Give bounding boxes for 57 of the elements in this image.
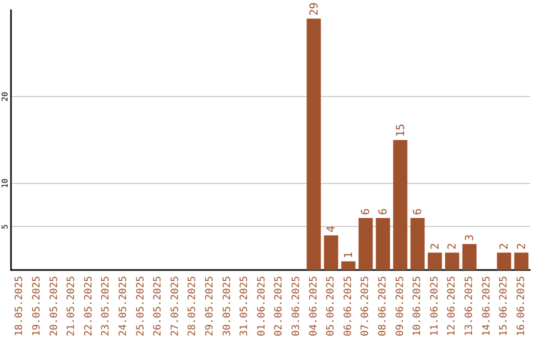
data-label: 6 bbox=[359, 208, 372, 215]
x-tick-label: 05.06.2025 bbox=[326, 276, 337, 336]
x-tick-label: 11.06.2025 bbox=[429, 276, 440, 336]
x-tick-label: 30.05.2025 bbox=[222, 276, 233, 336]
data-label: 1 bbox=[342, 252, 355, 258]
bar bbox=[306, 18, 321, 270]
bar bbox=[445, 252, 460, 270]
bar bbox=[410, 218, 425, 270]
bar bbox=[428, 252, 442, 270]
x-tick-label: 07.06.2025 bbox=[360, 276, 372, 336]
x-tick-label: 16.06.2025 bbox=[516, 276, 527, 336]
x-tick-label: 12.06.2025 bbox=[446, 276, 458, 336]
x-tick-label: 28.05.2025 bbox=[187, 276, 198, 336]
x-tick-label: 02.06.2025 bbox=[274, 276, 285, 336]
x-tick-label: 13.06.2025 bbox=[464, 276, 475, 336]
x-tick-label: 21.05.2025 bbox=[66, 276, 78, 336]
x-tick-label: 23.05.2025 bbox=[100, 276, 112, 336]
bar bbox=[393, 140, 408, 270]
data-label: 2 bbox=[514, 243, 528, 250]
bar bbox=[341, 261, 356, 270]
x-tick-label: 10.06.2025 bbox=[412, 276, 424, 336]
x-tick-label: 26.05.2025 bbox=[152, 276, 164, 336]
x-tick-label: 24.05.2025 bbox=[118, 276, 129, 336]
bar bbox=[496, 252, 512, 270]
x-tick-label: 22.05.2025 bbox=[83, 276, 94, 336]
x-tick-label: 20.05.2025 bbox=[48, 276, 60, 336]
data-label: 2 bbox=[498, 243, 511, 250]
bar bbox=[324, 235, 338, 270]
data-label: 15 bbox=[394, 124, 407, 137]
x-tick-label: 27.05.2025 bbox=[170, 276, 181, 336]
x-tick-label: 09.06.2025 bbox=[394, 276, 406, 336]
bar bbox=[358, 218, 373, 270]
x-tick-label: 04.06.2025 bbox=[308, 276, 320, 336]
y-tick-label: 10 bbox=[0, 178, 10, 188]
data-label: 2 bbox=[428, 243, 442, 250]
data-label: 6 bbox=[411, 208, 424, 215]
x-tick-label: 19.05.2025 bbox=[31, 276, 42, 336]
x-tick-label: 15.06.2025 bbox=[498, 276, 510, 336]
data-label: 2 bbox=[446, 243, 459, 250]
x-tick-label: 06.06.2025 bbox=[342, 276, 354, 336]
x-tick-label: 08.06.2025 bbox=[377, 276, 388, 336]
data-label: 6 bbox=[376, 208, 390, 215]
x-tick-label: 14.06.2025 bbox=[481, 276, 492, 336]
bar bbox=[376, 218, 390, 270]
x-tick-label: 31.05.2025 bbox=[239, 276, 250, 336]
bar bbox=[514, 252, 528, 270]
data-label: 3 bbox=[462, 234, 476, 241]
data-label: 29 bbox=[307, 2, 320, 16]
y-tick-label: 5 bbox=[0, 224, 10, 230]
data-label: 4 bbox=[324, 225, 338, 232]
x-tick-label: 03.06.2025 bbox=[290, 276, 302, 336]
x-tick-label: 29.05.2025 bbox=[204, 276, 216, 336]
y-tick-label: 20 bbox=[0, 92, 10, 102]
x-tick-label: 01.06.2025 bbox=[256, 276, 268, 336]
bar bbox=[462, 244, 477, 270]
x-tick-label: 25.05.2025 bbox=[135, 276, 146, 336]
x-tick-label: 18.05.2025 bbox=[14, 276, 26, 336]
